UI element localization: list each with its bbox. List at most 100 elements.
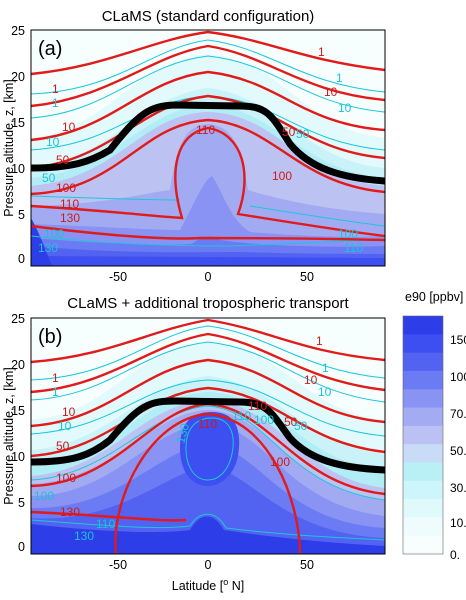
colorbar-tick-label: 30.	[450, 481, 466, 495]
panel-b-cyan-label: 110	[96, 517, 115, 531]
y-tick-label: 5	[18, 496, 25, 510]
colorbar-title: e90 [ppbv]	[405, 290, 463, 304]
colorbar-swatch	[403, 389, 443, 409]
y-tick-label: 10	[11, 162, 25, 176]
x-tick-label: 0	[205, 270, 212, 284]
panel-b-red-label: 100	[56, 471, 76, 485]
x-tick-label: 0	[205, 558, 212, 572]
colorbar-swatch	[403, 499, 443, 518]
panel-b-red-label: 1	[316, 334, 323, 348]
panel-b-red-label: 1	[52, 371, 59, 385]
colorbar-swatch	[403, 425, 443, 445]
x-axis-label-end: N]	[228, 579, 244, 593]
panel-a-y-ticks: 0 5 10 15 20 25	[11, 24, 25, 266]
y-tick-label: 15	[11, 116, 25, 130]
panel-a-red-label: 110	[196, 123, 215, 137]
panel-b-red-label: 130	[60, 505, 80, 519]
colorbar-swatch	[403, 316, 443, 335]
panel-a-red-label: 1	[318, 45, 325, 59]
panel-b-cyan-label: 130	[74, 529, 94, 543]
colorbar-tick-label: 10.	[450, 516, 466, 530]
panel-a-cyan-label: 50	[296, 127, 310, 141]
y-tick-label: 25	[11, 24, 25, 38]
colorbar-tick-label: 0.	[450, 548, 460, 562]
panel-b-cyan-label: 130	[173, 421, 192, 444]
y-tick-label: 10	[11, 450, 25, 464]
x-tick-label: -50	[109, 558, 127, 572]
panel-a-x-ticks: -50 0 50	[109, 270, 314, 284]
panel-a-cyan-label: 100	[338, 227, 358, 241]
panel-b-cyan-label: 50	[294, 419, 308, 433]
panel-b-y-axis-label: Pressure altitude, z, [km]	[2, 367, 16, 505]
panel-b-red-label: 50	[284, 415, 298, 429]
colorbar-tick-label: 70.	[450, 407, 466, 421]
panel-a-red-label: 10	[324, 85, 338, 99]
x-axis-label-sup: o	[223, 577, 228, 587]
y-tick-label: 5	[18, 208, 25, 222]
panel-a-contour-labels: 1 10 50 100 110 130 1 10 50 100 110 1 10…	[38, 45, 363, 255]
panel-b-title: CLaMS + additional tropospheric transpor…	[67, 295, 349, 312]
panel-a: CLaMS (standard configuration)	[2, 8, 386, 284]
panel-a-cyan-label: 130	[38, 241, 58, 255]
y-tick-label: 0	[18, 540, 25, 554]
panel-a-title: CLaMS (standard configuration)	[102, 8, 315, 25]
panel-a-red-label: 50	[56, 153, 70, 167]
x-tick-label: -50	[109, 270, 127, 284]
panel-a-cyan-label: 1	[52, 96, 59, 110]
x-tick-label: 50	[300, 558, 314, 572]
y-tick-label: 20	[11, 70, 25, 84]
panel-b-red-label: 10	[62, 405, 76, 419]
colorbar-swatch	[403, 480, 443, 500]
colorbar-swatch	[403, 370, 443, 390]
panel-a-red-label: 1	[52, 82, 59, 96]
panel-b-cyan-label: 110	[232, 409, 251, 423]
panel-a-red-label: 100	[56, 181, 76, 195]
panel-b-red-label: 10	[304, 373, 318, 387]
y-tick-label: 20	[11, 358, 25, 372]
panel-a-cyan-label: 10	[46, 135, 60, 149]
colorbar-tick-label: 150.	[450, 333, 466, 347]
panel-b-cyan-label: 10	[58, 419, 72, 433]
x-axis-label: Latitude [o N]	[172, 577, 244, 593]
colorbar-swatch	[403, 535, 443, 555]
colorbar-swatch	[403, 352, 443, 372]
panel-a-cyan-label: 50	[42, 171, 56, 185]
colorbar: e90 [ppbv] 150. 100. 70. 50. 30. 10. 0.	[402, 290, 466, 562]
colorbar-swatch	[403, 444, 443, 464]
colorbar-swatch	[403, 407, 443, 427]
panel-b-y-ticks: 0 5 10 15 20 25	[11, 312, 25, 554]
panel-a-red-label: 130	[60, 211, 80, 225]
x-tick-label: 50	[300, 270, 314, 284]
panel-a-field	[31, 30, 385, 266]
panel-b-cyan-label: 10	[318, 385, 332, 399]
colorbar-tick-label: 100.	[450, 370, 466, 384]
colorbar-swatch	[403, 517, 443, 537]
panel-b-red-label: 100	[270, 455, 290, 469]
panel-b-label: (b)	[38, 326, 62, 348]
panel-b-x-ticks: -50 0 50	[109, 558, 314, 572]
panel-a-red-label: 50	[282, 125, 296, 139]
panel-a-y-axis-label: Pressure altitude, z, [km]	[2, 79, 16, 217]
y-tick-label: 25	[11, 312, 25, 326]
panel-a-cyan-label: 1	[336, 71, 343, 85]
colorbar-tick-label: 50.	[450, 444, 466, 458]
colorbar-swatch	[403, 334, 443, 354]
colorbar-swatch	[403, 462, 443, 482]
panel-a-cyan-label: 110	[344, 241, 363, 255]
panel-b-cyan-label: 1	[52, 385, 59, 399]
panel-b-red-label: 110	[198, 417, 217, 431]
panel-a-cyan-label: 10	[338, 101, 352, 115]
y-tick-label: 0	[18, 252, 25, 266]
panel-b-cyan-label: 1	[322, 361, 329, 375]
panel-b-contour-labels: 1 10 50 100 130 110 1 10 50 100 110 1 10…	[34, 334, 332, 543]
panel-b-cyan-label: 100	[254, 413, 274, 427]
panel-a-red-label: 110	[60, 197, 79, 211]
colorbar-swatches	[403, 316, 443, 555]
panel-a-red-label: 10	[62, 120, 76, 134]
panel-b: CLaMS + additional tropospheric transpor…	[2, 295, 386, 593]
panel-b-cyan-label: 100	[34, 489, 54, 503]
x-axis-label-start: Latitude [	[172, 579, 224, 593]
panel-b-red-label: 110	[248, 399, 267, 413]
panel-b-red-label: 50	[56, 439, 70, 453]
